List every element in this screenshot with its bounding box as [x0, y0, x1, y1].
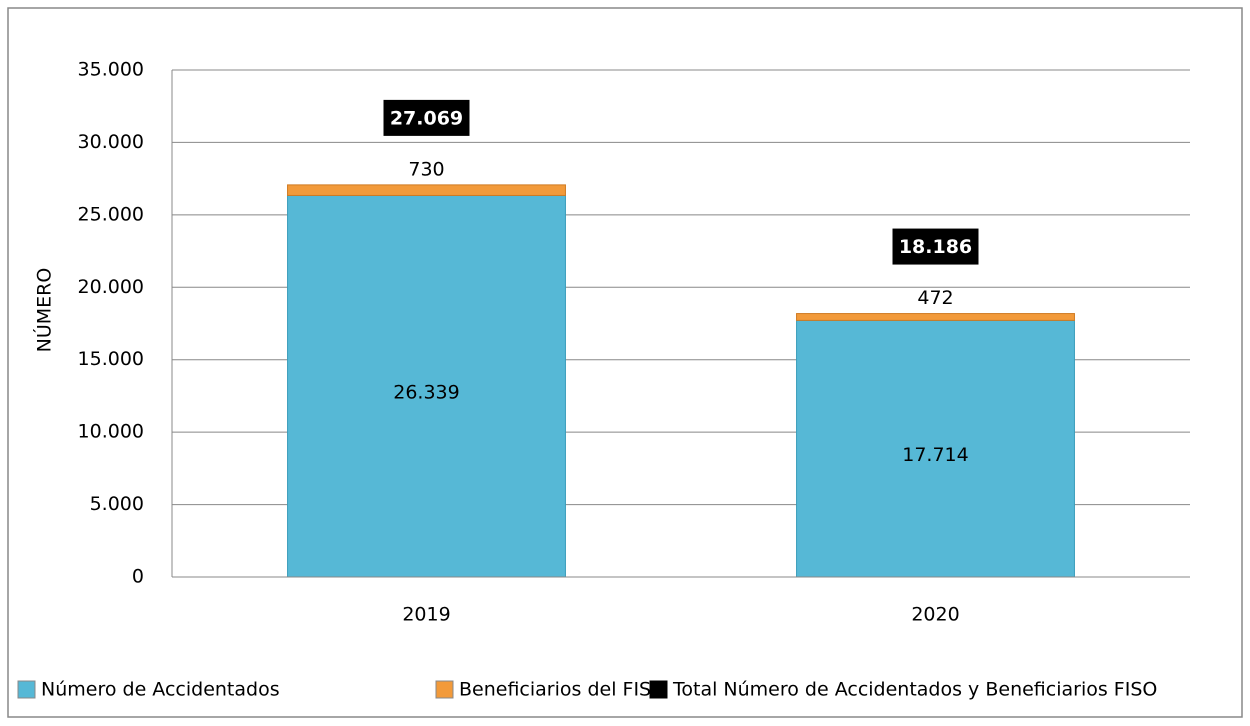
total-label: 27.069: [390, 107, 463, 129]
total-label-box: [892, 228, 979, 265]
y-tick-label: 25.000: [78, 203, 144, 225]
total-label: 18.186: [899, 236, 972, 258]
data-label: 26.339: [393, 382, 459, 404]
y-tick-label: 0: [132, 566, 144, 588]
y-tick-label: 35.000: [78, 59, 144, 81]
x-tick-label: 2019: [402, 604, 450, 626]
legend-label: Total Número de Accidentados y Beneficia…: [672, 679, 1157, 701]
y-tick-label: 15.000: [78, 348, 144, 370]
y-axis-label: NÚMERO: [32, 268, 56, 353]
data-label: 472: [917, 287, 953, 309]
legend-swatch: [435, 680, 454, 699]
data-label: 17.714: [902, 444, 968, 466]
legend-swatch: [649, 680, 668, 699]
bar-segment: [796, 313, 1075, 321]
legend-label: Beneficiarios del FISO: [459, 679, 666, 701]
x-tick-label: 2020: [911, 604, 959, 626]
y-tick-label: 5.000: [90, 493, 144, 515]
legend-label: Número de Accidentados: [41, 679, 280, 701]
data-label: 730: [408, 158, 444, 180]
y-tick-label: 20.000: [78, 276, 144, 298]
bar-segment: [287, 194, 566, 578]
total-label-box: [383, 99, 470, 136]
legend-swatch: [17, 680, 36, 699]
y-tick-label: 10.000: [78, 421, 144, 443]
y-tick-label: 30.000: [78, 131, 144, 153]
bar-segment: [287, 184, 566, 196]
